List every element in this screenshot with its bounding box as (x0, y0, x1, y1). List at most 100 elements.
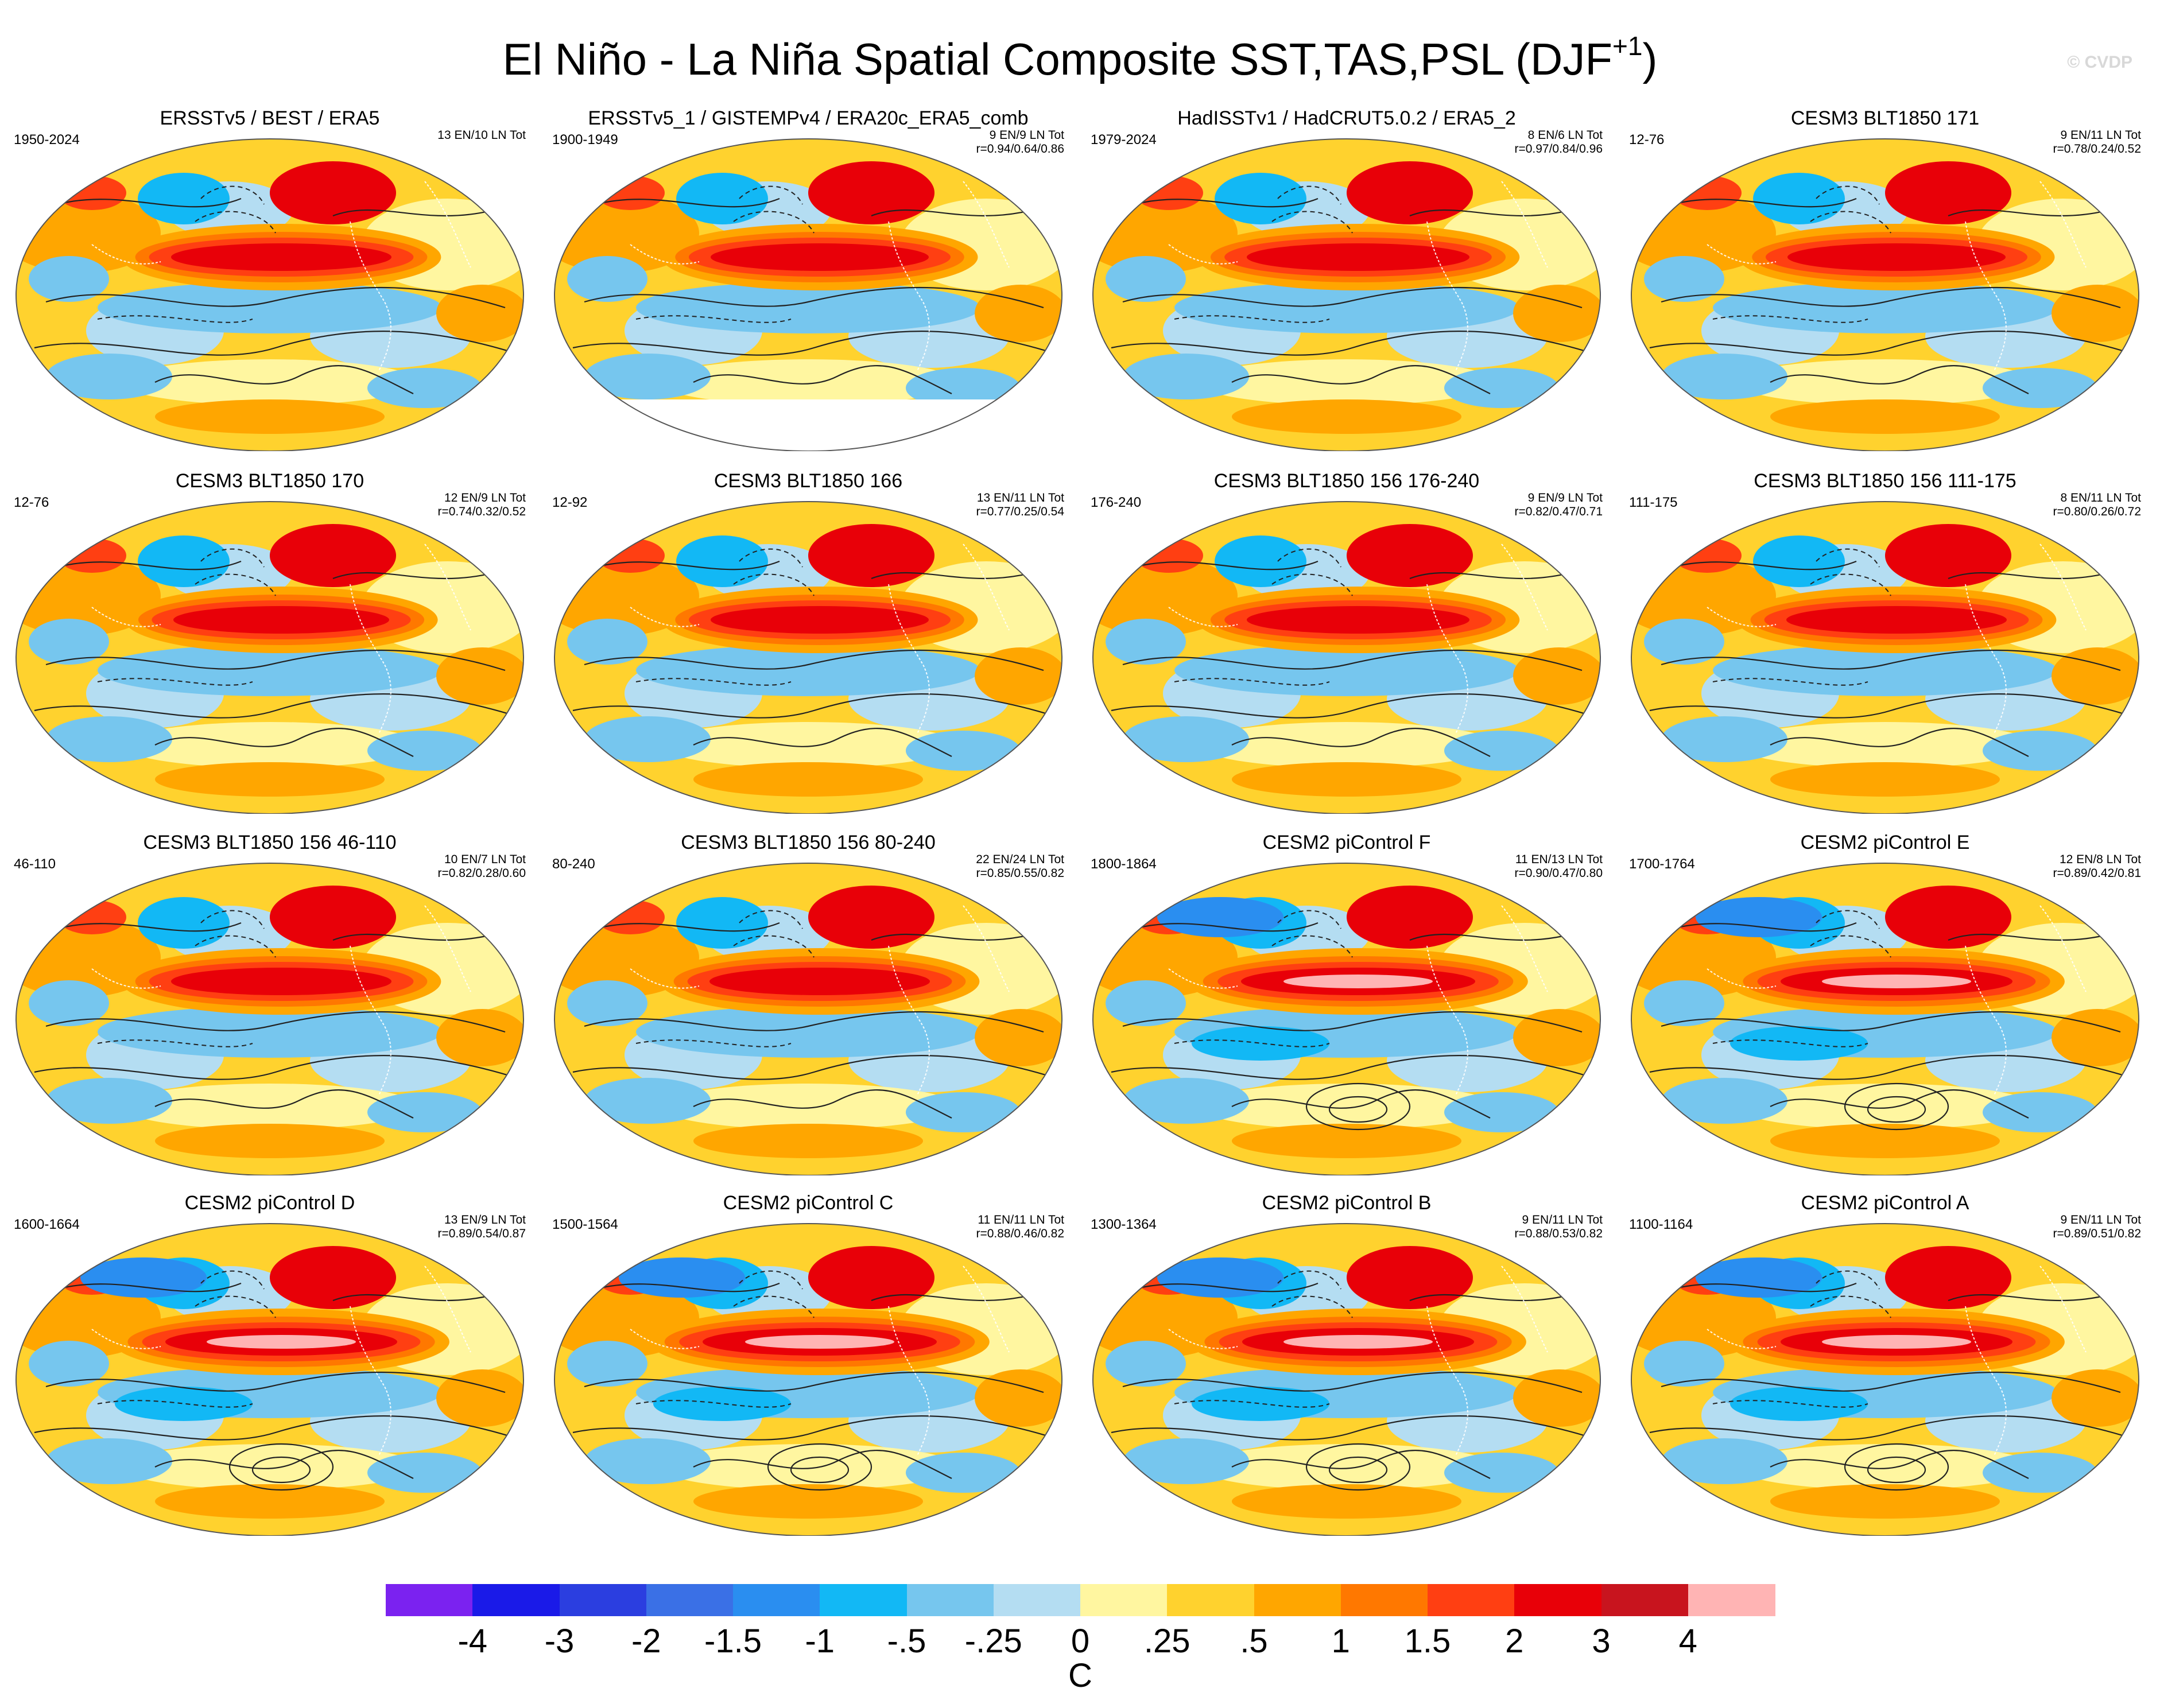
panel-counts-text: 9 EN/9 LN Tot (989, 129, 1064, 142)
panel-event-counts: 9 EN/9 LN Tot r=0.94/0.64/0.86 (976, 129, 1064, 156)
panel-period: 1600-1664 (14, 1217, 80, 1232)
panel-event-counts: 13 EN/10 LN Tot (437, 129, 526, 142)
panel-counts-text: 9 EN/9 LN Tot (1527, 491, 1603, 504)
colorbar-segment (1254, 1584, 1341, 1616)
panel-title: CESM3 BLT1850 156 111-175 (1754, 470, 2016, 492)
colorbar-tick-label: -.5 (887, 1622, 926, 1660)
panel-counts-text: 13 EN/10 LN Tot (437, 129, 526, 142)
colorbar-segment (906, 1584, 994, 1616)
panel-counts-text: 22 EN/24 LN Tot (976, 853, 1064, 866)
panel-title: CESM2 piControl D (184, 1192, 355, 1214)
panel-correlation-text: r=0.85/0.55/0.82 (976, 867, 1064, 880)
map-panel: CESM3 BLT1850 156 80-240 80-240 22 EN/24 L… (544, 831, 1072, 1187)
panel-event-counts: 13 EN/11 LN Tot r=0.77/0.25/0.54 (976, 491, 1064, 519)
composite-map (554, 501, 1062, 814)
panel-title: CESM2 piControl A (1801, 1192, 1969, 1214)
figure-title-superscript: +1 (1612, 31, 1643, 61)
panel-counts-text: 11 EN/11 LN Tot (978, 1213, 1064, 1226)
map-panel: CESM3 BLT1850 156 111-175 111-175 8 EN/11 … (1621, 469, 2149, 825)
panel-period: 1950-2024 (14, 132, 80, 147)
panel-counts-text: 8 EN/11 LN Tot (2060, 491, 2141, 504)
colorbar-segment (1601, 1584, 1689, 1616)
colorbar-tick-label: 1 (1331, 1622, 1350, 1660)
map-panel: CESM3 BLT1850 166 12-92 13 EN/11 LN Tot r=0… (544, 469, 1072, 825)
map-panel: CESM2 piControl D 1600-1664 13 EN/9 LN Tot… (6, 1191, 534, 1547)
panel-title: CESM2 piControl E (1800, 832, 1970, 853)
panel-period: 12-76 (1629, 132, 1665, 147)
map-panel: CESM3 BLT1850 156 176-240 176-240 9 EN/9 L… (1083, 469, 1611, 825)
colorbar-tick-label: -1.5 (704, 1622, 762, 1660)
panel-period: 1500-1564 (552, 1217, 618, 1232)
panel-period: 1700-1764 (1629, 856, 1695, 872)
colorbar-tick-label: -1 (805, 1622, 835, 1660)
colorbar-segment (559, 1584, 647, 1616)
panel-event-counts: 12 EN/9 LN Tot r=0.74/0.32/0.52 (437, 491, 526, 519)
panel-title: CESM3 BLT1850 156 176-240 (1213, 470, 1480, 492)
panel-title: ERSSTv5 / BEST / ERA5 (160, 107, 380, 129)
map-panel: HadISSTv1 / HadCRUT5.0.2 / ERA5_2 1979-20… (1083, 107, 1611, 463)
map-panel: CESM2 piControl B 1300-1364 9 EN/11 LN Tot… (1083, 1191, 1611, 1547)
composite-map (1092, 501, 1601, 814)
map-panel: CESM3 BLT1850 156 46-110 46-110 10 EN/7 LN… (6, 831, 534, 1187)
colorbar-segment (1428, 1584, 1515, 1616)
panel-correlation-text: r=0.82/0.47/0.71 (1514, 505, 1603, 518)
colorbar-segment (472, 1584, 560, 1616)
cvdp-watermark: © CVDP (2067, 53, 2132, 72)
colorbar-tick-label: .5 (1240, 1622, 1268, 1660)
panel-title: HadISSTv1 / HadCRUT5.0.2 / ERA5_2 (1177, 107, 1516, 129)
panel-title: CESM2 piControl C (723, 1192, 894, 1214)
colorbar-segment (1080, 1584, 1168, 1616)
panel-correlation-text: r=0.97/0.84/0.96 (1514, 142, 1603, 156)
panel-period: 111-175 (1629, 495, 1678, 510)
colorbar-segment (993, 1584, 1081, 1616)
panel-period: 46-110 (14, 856, 56, 872)
colorbar-segment (646, 1584, 734, 1616)
colorbar-segment (1688, 1584, 1775, 1616)
composite-map (554, 863, 1062, 1175)
colorbar-tick-label: 4 (1678, 1622, 1697, 1660)
panel-correlation-text: r=0.88/0.53/0.82 (1514, 1227, 1603, 1240)
panel-event-counts: 11 EN/13 LN Tot r=0.90/0.47/0.80 (1514, 853, 1603, 880)
colorbar-tick-label: .25 (1143, 1622, 1190, 1660)
panel-correlation-text: r=0.80/0.26/0.72 (2053, 505, 2141, 518)
panel-title: CESM3 BLT1850 156 80-240 (681, 832, 936, 853)
panel-title: CESM2 piControl B (1262, 1192, 1432, 1214)
panel-event-counts: 11 EN/11 LN Tot r=0.88/0.46/0.82 (976, 1213, 1064, 1241)
panel-counts-text: 13 EN/9 LN Tot (444, 1213, 526, 1226)
colorbar-segment (1167, 1584, 1254, 1616)
colorbar-tick-label: 0 (1071, 1622, 1090, 1660)
panel-title: ERSSTv5_1 / GISTEMPv4 / ERA20c_ERA5_comb (588, 107, 1029, 129)
panel-correlation-text: r=0.77/0.25/0.54 (976, 505, 1064, 518)
composite-map (554, 138, 1062, 451)
panel-correlation-text: r=0.94/0.64/0.86 (976, 142, 1064, 156)
panel-correlation-text: r=0.90/0.47/0.80 (1514, 867, 1603, 880)
composite-map (15, 138, 524, 451)
composite-map (1631, 863, 2139, 1175)
figure-title: El Niño - La Niña Spatial Composite SST,… (0, 17, 2160, 88)
panel-event-counts: 22 EN/24 LN Tot r=0.85/0.55/0.82 (976, 853, 1064, 880)
composite-map (15, 501, 524, 814)
map-panel: ERSSTv5_1 / GISTEMPv4 / ERA20c_ERA5_comb… (544, 107, 1072, 463)
colorbar-tick-label: -3 (544, 1622, 575, 1660)
colorbar-segment (820, 1584, 907, 1616)
colorbar-segment (733, 1584, 820, 1616)
colorbar-tick-label: -.25 (964, 1622, 1022, 1660)
colorbar-tick-label: -4 (457, 1622, 488, 1660)
figure-title-close: ) (1642, 34, 1658, 84)
panel-counts-text: 10 EN/7 LN Tot (444, 853, 526, 866)
colorbar-tick-label: 2 (1505, 1622, 1524, 1660)
panel-period: 12-76 (14, 495, 49, 510)
panel-period: 1900-1949 (552, 132, 618, 147)
colorbar-segment (1340, 1584, 1428, 1616)
panel-correlation-text: r=0.89/0.54/0.87 (437, 1227, 526, 1240)
panel-correlation-text: r=0.88/0.46/0.82 (976, 1227, 1064, 1240)
panel-period: 1300-1364 (1091, 1217, 1157, 1232)
map-panel: ERSSTv5 / BEST / ERA5 1950-2024 13 EN/10 L… (6, 107, 534, 463)
map-panel: CESM2 piControl E 1700-1764 12 EN/8 LN Tot… (1621, 831, 2149, 1187)
composite-map (15, 1223, 524, 1536)
map-panel: CESM3 BLT1850 171 12-76 9 EN/11 LN Tot r=0.… (1621, 107, 2149, 463)
panel-correlation-text: r=0.89/0.51/0.82 (2053, 1227, 2141, 1240)
panel-period: 1100-1164 (1629, 1217, 1693, 1232)
panel-counts-text: 8 EN/6 LN Tot (1527, 129, 1603, 142)
panel-title: CESM3 BLT1850 156 46-110 (143, 832, 397, 853)
